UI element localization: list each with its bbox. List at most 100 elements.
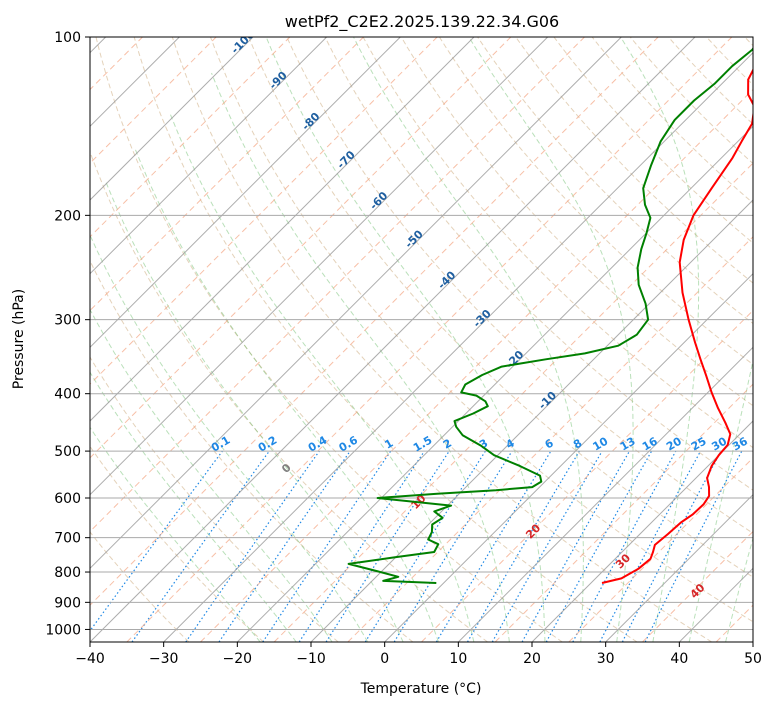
dry-adiabat — [90, 531, 190, 642]
isotherm-line — [384, 272, 753, 642]
mixing-ratio-line — [466, 450, 580, 642]
plot-grid — [90, 37, 753, 642]
mixing-ratio-line — [131, 450, 270, 642]
moist-adiabat — [468, 37, 634, 642]
mixing-ratio-line — [521, 450, 631, 642]
mixing-ratio-label: 2 — [441, 437, 454, 452]
dry-adiabat — [362, 37, 753, 449]
isotherm-line — [90, 37, 549, 496]
moist-adiabat — [353, 37, 584, 642]
dry-adiabat — [400, 37, 753, 407]
x-tick-label: 20 — [523, 651, 541, 667]
y-tick-label: 300 — [54, 313, 81, 329]
moist-adiabat — [90, 426, 261, 642]
isotherm-line — [605, 493, 753, 642]
y-tick-label: 500 — [54, 444, 81, 460]
dewpoint-profile-line — [347, 47, 753, 584]
isotherm-line — [90, 37, 401, 349]
dry-adiabat — [477, 37, 753, 325]
mixing-ratio-line — [90, 450, 223, 632]
isotherm-dashed-line — [90, 37, 512, 459]
mixing-ratio-label: 6 — [543, 436, 556, 451]
dry-adiabat — [668, 37, 753, 125]
moist-adiabat — [725, 536, 753, 642]
isotherm-label: -20 — [503, 348, 526, 371]
dry-adiabat — [90, 445, 264, 642]
isotherm-label: -100 — [229, 28, 258, 57]
y-tick-label: 400 — [54, 387, 81, 403]
mixing-ratio-line — [262, 450, 392, 642]
isotherm-dashed-line — [90, 37, 217, 164]
dry-adiabat — [210, 37, 753, 623]
moist-adiabat — [620, 37, 700, 642]
x-tick-label: 0 — [380, 651, 389, 667]
dry-adiabat — [248, 37, 753, 578]
isotherm-dashed-line — [90, 37, 585, 533]
x-tick-label: −10 — [296, 651, 326, 667]
moist-adiabat — [90, 308, 333, 642]
dry-adiabat — [171, 37, 712, 642]
y-tick-label: 900 — [54, 595, 81, 611]
moist-adiabat-label: 0 — [279, 461, 294, 476]
y-tick-label: 700 — [54, 531, 81, 547]
dry-adiabat — [324, 37, 753, 491]
dry-adiabat — [90, 356, 339, 642]
isotherm-dashed-line — [273, 162, 753, 642]
isotherm-line — [163, 51, 753, 642]
mixing-ratio-line — [325, 450, 450, 642]
isotherm-line — [90, 37, 475, 422]
temperature-profile-line — [601, 68, 753, 584]
dry-adiabat — [133, 37, 638, 642]
isotherm-label: -80 — [299, 110, 322, 133]
mixing-ratio-label: 4 — [504, 436, 517, 451]
plot-frame — [89, 36, 754, 643]
x-axis: −40 −30 −20 −10 0 10 20 30 40 50 — [75, 642, 762, 667]
dry-adiabat — [95, 37, 563, 642]
isotherm-label: -90 — [267, 69, 290, 92]
x-tick-label: 30 — [597, 651, 615, 667]
y-tick-label: 800 — [54, 565, 81, 581]
moist-adiabat-label: 20 — [523, 521, 543, 541]
x-tick-label: 10 — [449, 651, 467, 667]
x-axis-title: Temperature (°C) — [360, 681, 482, 697]
dry-adiabat — [591, 37, 753, 204]
y-tick-label: 1000 — [45, 622, 81, 638]
y-tick-label: 200 — [54, 208, 81, 224]
mixing-ratio-line — [572, 450, 677, 642]
isotherm-line — [90, 37, 254, 201]
mixing-ratio-line — [545, 450, 653, 642]
isotherm-line — [90, 37, 622, 570]
isotherm-dashed-line — [715, 604, 753, 642]
x-tick-label: 40 — [670, 651, 688, 667]
isotherm-label: -70 — [335, 148, 358, 171]
dry-adiabat — [90, 150, 488, 642]
isotherm-line — [310, 199, 753, 642]
isotherm-dashed-line — [494, 383, 753, 642]
isotherm-line — [90, 37, 696, 642]
isotherm-dashed-line — [200, 88, 753, 642]
dry-adiabat — [706, 37, 753, 86]
moist-adiabat-label: 40 — [688, 581, 708, 601]
moist-adiabat — [105, 180, 404, 642]
mixing-ratio-line — [364, 450, 486, 642]
dry-adiabat — [553, 37, 753, 244]
isotherm-label: -60 — [367, 189, 390, 212]
moist-adiabat-label: 30 — [613, 551, 633, 571]
mixing-ratio-line — [185, 450, 320, 642]
mixing-ratio-line — [393, 450, 513, 642]
dry-adiabat — [438, 37, 753, 366]
mixing-ratio-line — [599, 450, 702, 642]
dry-adiabat — [515, 37, 753, 284]
moist-adiabat — [688, 358, 753, 642]
moist-adiabat — [90, 371, 297, 642]
x-tick-label: −20 — [223, 651, 253, 667]
isotherm-dashed-line — [90, 37, 291, 238]
chart-title: wetPf2_C2E2.2025.139.22.34.G06 — [285, 12, 559, 32]
moist-adiabat — [211, 72, 510, 642]
dry-adiabat — [286, 37, 753, 534]
dry-adiabat — [90, 259, 414, 642]
isotherm-dashed-line — [347, 236, 753, 642]
plot-series — [347, 47, 753, 584]
mixing-ratio-line — [491, 450, 603, 642]
